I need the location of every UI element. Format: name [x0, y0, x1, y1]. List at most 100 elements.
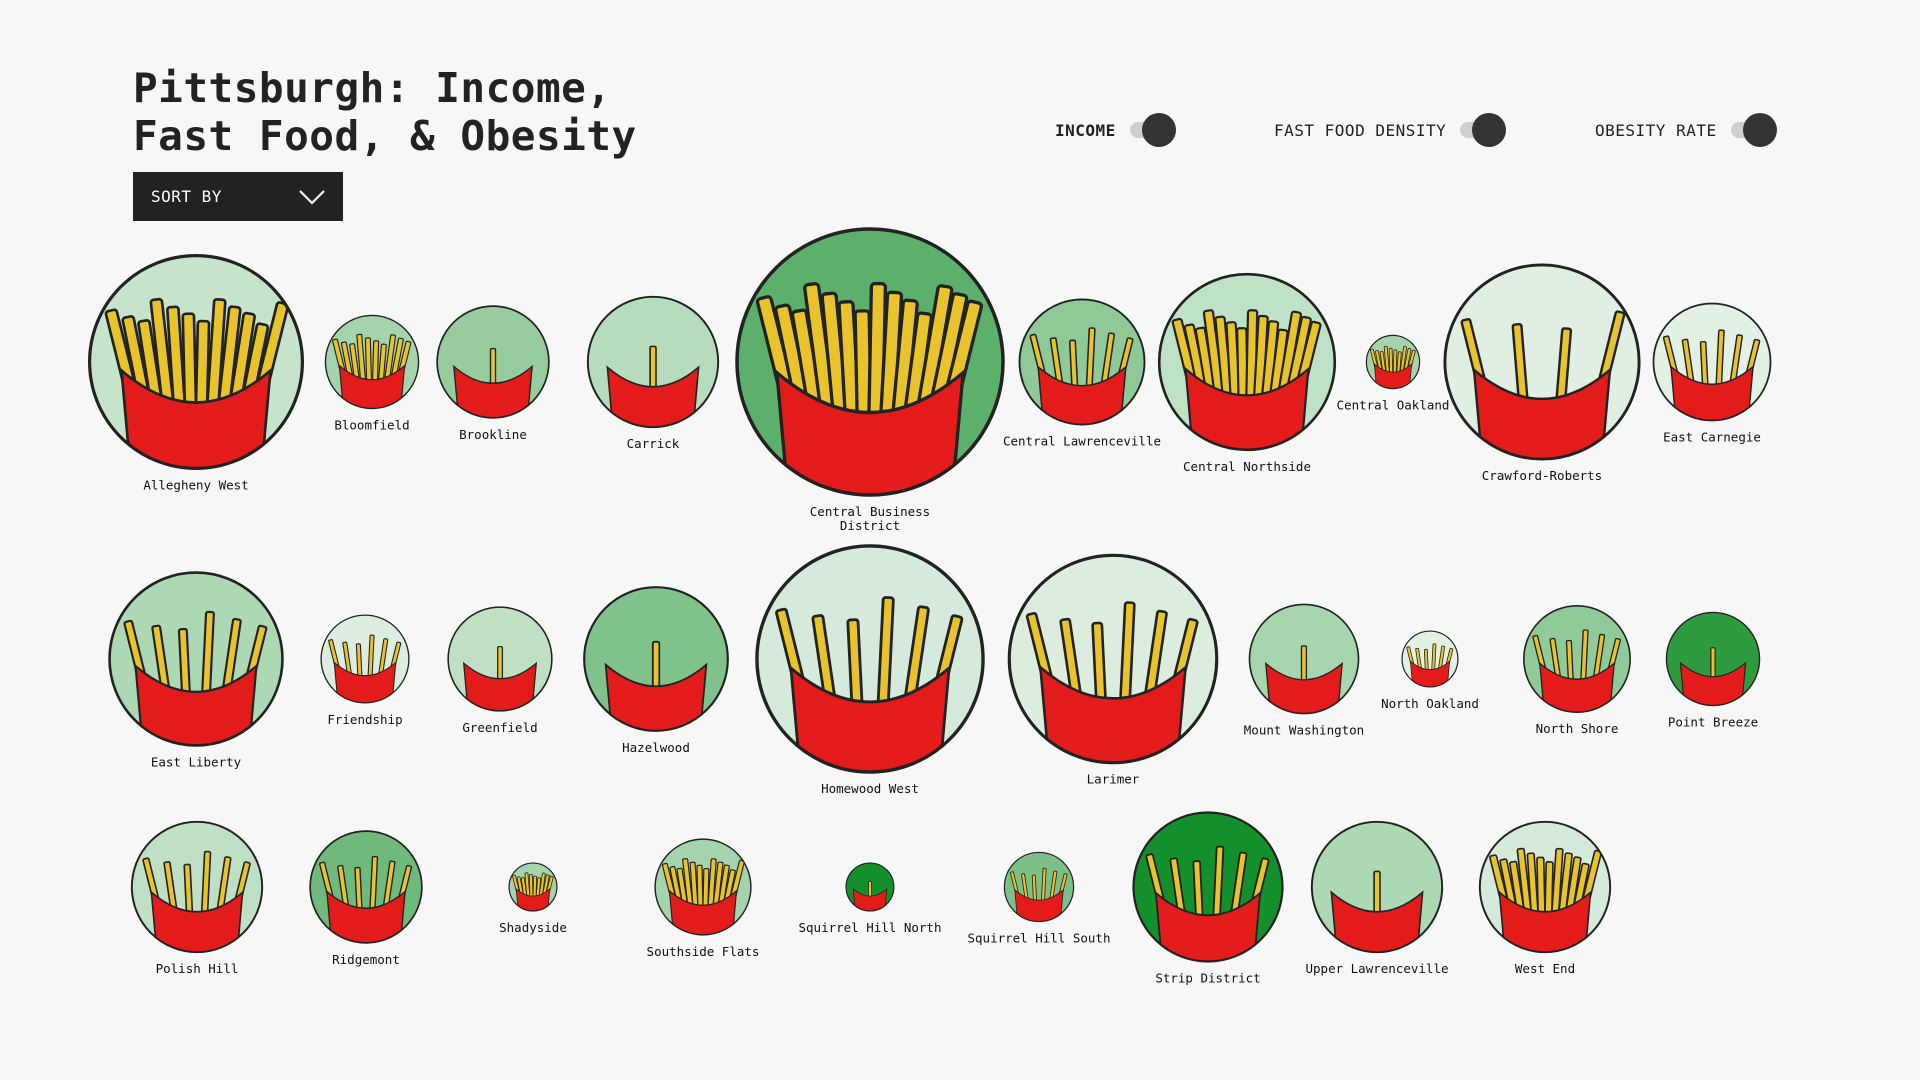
toggle-obesity-switch[interactable]	[1730, 112, 1777, 148]
fry-cup	[1670, 364, 1754, 421]
neighborhood-bubble[interactable]: North Oakland	[1381, 630, 1479, 711]
toggle-obesity-rate[interactable]: OBESITY RATE	[1595, 112, 1777, 148]
fry-cup	[1038, 664, 1188, 763]
neighborhood-label: West End	[1515, 961, 1575, 976]
bubble-outline	[1665, 611, 1761, 707]
neighborhood-bubble[interactable]: Carrick	[586, 295, 720, 451]
neighborhood-bubble[interactable]: Central Lawrenceville	[1003, 298, 1161, 449]
neighborhood-label: East Carnegie	[1663, 430, 1761, 445]
bubble-outline	[1478, 820, 1612, 954]
bubble-outline	[1132, 811, 1284, 963]
fries-icon	[104, 297, 290, 469]
bubble-outline	[447, 606, 553, 712]
fries-icon	[1532, 629, 1621, 713]
toggle-fast-food-switch[interactable]	[1460, 112, 1507, 148]
title-line-2: Fast Food, & Obesity	[133, 112, 637, 160]
neighborhood-bubble[interactable]: West End	[1478, 820, 1612, 976]
bubble-outline	[88, 254, 304, 470]
neighborhood-label: Squirrel Hill South	[968, 931, 1111, 946]
fry-cup	[1264, 661, 1344, 714]
neighborhood-bubble[interactable]: Point Breeze	[1665, 611, 1761, 730]
fries-icon	[462, 645, 538, 711]
toggle-income[interactable]: INCOME	[1055, 112, 1176, 148]
neighborhood-bubble[interactable]: Polish Hill	[130, 820, 264, 976]
fry-cup	[1184, 366, 1310, 450]
bubble-outline	[1007, 553, 1219, 765]
neighborhood-bubble[interactable]: Hazelwood	[583, 586, 729, 755]
neighborhood-bubble[interactable]: Bloomfield	[324, 314, 420, 433]
neighborhood-bubble[interactable]: Greenfield	[447, 606, 553, 735]
sort-by-dropdown[interactable]: SORT BY	[133, 172, 343, 221]
neighborhood-label: Greenfield	[462, 720, 537, 735]
page-title: Pittsburgh: Income, Fast Food, & Obesity	[133, 64, 637, 160]
fry-cup	[1014, 888, 1064, 922]
neighborhood-label: Carrick	[627, 436, 680, 451]
toggle-fast-food-density[interactable]: FAST FOOD DENSITY	[1274, 112, 1507, 148]
neighborhood-bubble[interactable]: Shadyside	[499, 862, 567, 935]
neighborhood-bubble[interactable]: Central Northside	[1157, 272, 1337, 474]
bubble-outline	[324, 314, 420, 410]
fries-icon	[328, 634, 402, 703]
bubble-outline	[1365, 334, 1421, 390]
bubble-outline	[1523, 605, 1631, 713]
fry-cup	[462, 661, 538, 711]
fries-icon	[606, 345, 700, 428]
neighborhood-label: Homewood West	[821, 781, 919, 796]
neighborhood-label: Squirrel Hill North	[799, 920, 942, 935]
fry-cup	[1472, 366, 1612, 460]
neighborhood-bubble[interactable]: Allegheny West	[88, 254, 304, 493]
fry-cup	[326, 889, 406, 943]
bubble-outline	[508, 862, 558, 912]
fry-cup	[789, 664, 951, 773]
fries-icon	[1662, 329, 1761, 421]
toggle-knob	[1141, 113, 1176, 147]
fries-icon	[123, 610, 268, 746]
title-line-1: Pittsburgh: Income,	[133, 64, 612, 112]
toggle-knob	[1742, 113, 1777, 147]
neighborhood-bubble[interactable]: Friendship	[320, 614, 410, 727]
neighborhood-bubble[interactable]: Ridgemont	[309, 830, 423, 967]
bubble-outline	[583, 586, 729, 732]
neighborhood-label: Southside Flats	[647, 944, 760, 959]
bubble-outline	[1401, 630, 1459, 688]
neighborhood-bubble[interactable]: Southside Flats	[647, 838, 760, 959]
sort-by-label: SORT BY	[151, 187, 222, 206]
neighborhood-bubble[interactable]: Homewood West	[755, 544, 985, 796]
neighborhood-bubble[interactable]: Brookline	[436, 305, 550, 442]
neighborhood-label: North Shore	[1536, 721, 1619, 736]
fry-cup	[453, 364, 533, 418]
fry-cup	[1498, 890, 1592, 953]
neighborhood-bubble[interactable]: Upper Lawrenceville	[1306, 820, 1449, 976]
neighborhood-bubble[interactable]: North Shore	[1523, 605, 1631, 736]
neighborhood-bubble[interactable]: Larimer	[1007, 553, 1219, 787]
fry-cup	[774, 368, 966, 495]
neighborhood-label: Polish Hill	[156, 961, 239, 976]
neighborhood-label: Crawford-Roberts	[1482, 468, 1602, 483]
neighborhood-bubble[interactable]: East Carnegie	[1652, 302, 1772, 445]
fries-icon	[319, 855, 413, 943]
neighborhood-label: Bloomfield	[334, 418, 409, 433]
neighborhood-bubble[interactable]: Strip District	[1132, 811, 1284, 986]
neighborhood-bubble[interactable]: Mount Washington	[1244, 603, 1364, 738]
neighborhood-bubble[interactable]: Crawford-Roberts	[1443, 263, 1641, 483]
neighborhood-bubble[interactable]: Central Business District	[735, 227, 1005, 533]
neighborhood-label: Brookline	[459, 427, 527, 442]
fries-icon	[1025, 601, 1199, 763]
neighborhood-bubble[interactable]: East Liberty	[108, 571, 284, 770]
fry-cup	[606, 365, 700, 428]
fries-icon	[142, 850, 251, 953]
fry-cup	[1037, 365, 1127, 425]
neighborhood-bubble[interactable]: Squirrel Hill South	[968, 851, 1111, 946]
bubble-outline	[1003, 851, 1075, 923]
neighborhood-label: Upper Lawrenceville	[1306, 961, 1449, 976]
neighborhood-bubble[interactable]: Central Oakland	[1337, 334, 1450, 413]
neighborhood-label: Allegheny West	[143, 477, 248, 492]
fries-icon	[604, 640, 708, 731]
bubble-outline	[130, 820, 264, 954]
toggle-income-switch[interactable]	[1129, 112, 1176, 148]
fries-icon	[1029, 327, 1134, 425]
neighborhood-label: East Liberty	[151, 755, 242, 770]
neighborhood-bubble[interactable]: Squirrel Hill North	[799, 862, 942, 935]
bubble-outline	[654, 838, 752, 936]
